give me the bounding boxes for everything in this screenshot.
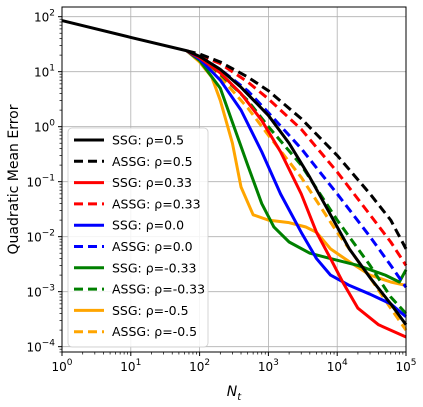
legend-label: SSG: ρ=-0.5 (112, 303, 189, 318)
y-tick-label: 10−4 (26, 339, 55, 355)
y-axis-ticks: 10−4 10−3 10−2 10−1 100 101 102 (26, 9, 62, 355)
legend: SSG: ρ=0.5 ASSG: ρ=0.5 SSG: ρ=0.33 ASSG: ρ=… (67, 127, 209, 348)
y-tick-label: 10−1 (26, 174, 55, 190)
legend-label: ASSG: ρ=0.5 (112, 154, 193, 169)
series-line-3 (186, 49, 408, 267)
y-tick-label: 102 (34, 9, 55, 25)
plot-frame (61, 6, 407, 353)
y-tick-label: 100 (34, 119, 55, 135)
series-line-9 (186, 49, 408, 331)
x-axis-ticks: 100 101 102 103 104 105 (51, 352, 417, 374)
legend-label: ASSG: ρ=0.33 (112, 196, 201, 211)
x-tick-label: 102 (189, 358, 210, 374)
legend-label: SSG: ρ=0.5 (112, 133, 184, 148)
x-tick-label: 101 (120, 358, 141, 374)
legend-label: SSG: ρ=0.33 (112, 175, 192, 190)
x-axis-label: Nt (227, 384, 242, 403)
legend-label: ASSG: ρ=-0.5 (112, 324, 197, 339)
legend-label: ASSG: ρ=0.0 (112, 239, 193, 254)
y-axis-label: Quadratic Mean Error (6, 104, 22, 254)
series-line-4 (185, 49, 407, 318)
series-line-8 (185, 49, 407, 287)
legend-label: SSG: ρ=0.0 (112, 218, 184, 233)
y-tick-label: 10−3 (26, 284, 55, 300)
x-tick-label: 104 (327, 358, 348, 374)
legend-label: ASSG: ρ=-0.33 (112, 282, 205, 297)
series-line-0 (61, 19, 408, 326)
series-line-1 (186, 49, 408, 250)
series-lines (61, 19, 408, 339)
x-tick-label: 103 (258, 358, 279, 374)
y-tick-label: 10−2 (26, 229, 55, 245)
series-line-6 (185, 49, 408, 284)
legend-label: SSG: ρ=-0.33 (112, 260, 197, 275)
x-tick-label: 105 (395, 358, 416, 374)
y-tick-label: 101 (34, 64, 55, 80)
x-tick-label: 100 (51, 358, 72, 374)
series-line-5 (186, 49, 408, 289)
series-line-2 (186, 49, 407, 339)
